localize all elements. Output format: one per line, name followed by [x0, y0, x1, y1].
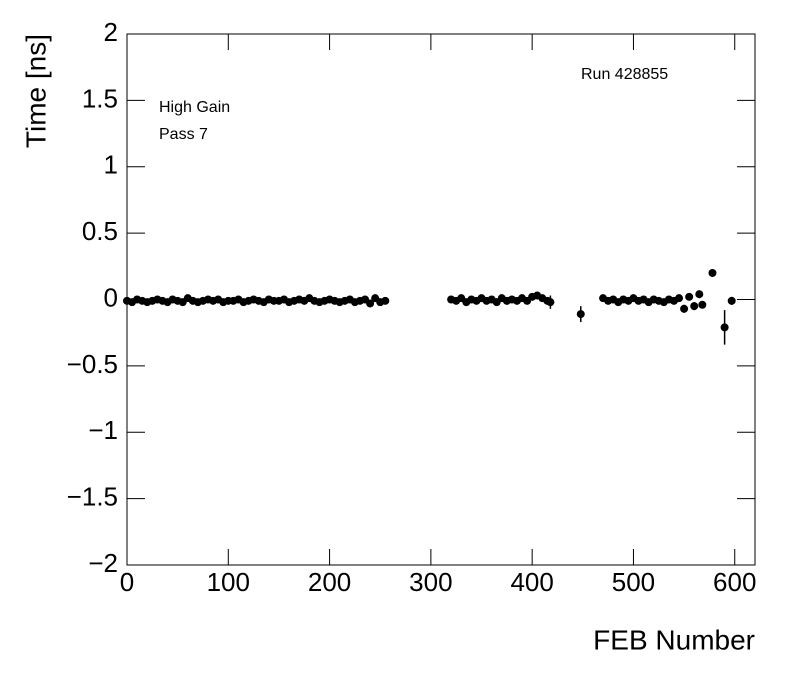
annotation: Run 428855 [581, 66, 668, 83]
x-tick-label: 500 [612, 567, 655, 597]
data-point [680, 304, 689, 313]
data-point [695, 290, 704, 299]
data-point [708, 268, 717, 277]
y-tick-label: 0 [104, 282, 118, 312]
y-axis-label: Time [ns] [20, 34, 51, 148]
y-tick-label: 1.5 [82, 83, 118, 113]
data-point [727, 296, 736, 305]
y-tick-label: −2 [88, 548, 118, 578]
x-axis-label: FEB Number [593, 624, 755, 655]
data-point [675, 294, 684, 303]
data-point [366, 299, 375, 308]
data-point [720, 323, 729, 332]
x-tick-label: 300 [409, 567, 452, 597]
y-tick-label: −0.5 [67, 349, 118, 379]
y-tick-label: 0.5 [82, 216, 118, 246]
x-tick-label: 600 [713, 567, 756, 597]
data-point [690, 302, 699, 311]
data-point [546, 298, 555, 307]
y-tick-label: 2 [104, 17, 118, 47]
y-tick-label: −1 [88, 415, 118, 445]
annotation: Pass 7 [159, 126, 208, 143]
data-point [576, 310, 585, 319]
data-point [698, 300, 707, 309]
y-tick-label: 1 [104, 150, 118, 180]
x-tick-label: 400 [510, 567, 553, 597]
y-tick-label: −1.5 [67, 482, 118, 512]
data-point [685, 292, 694, 301]
data-point [381, 296, 390, 305]
x-tick-label: 200 [308, 567, 351, 597]
x-tick-label: 0 [120, 567, 134, 597]
x-tick-label: 100 [207, 567, 250, 597]
annotation: High Gain [159, 99, 230, 116]
